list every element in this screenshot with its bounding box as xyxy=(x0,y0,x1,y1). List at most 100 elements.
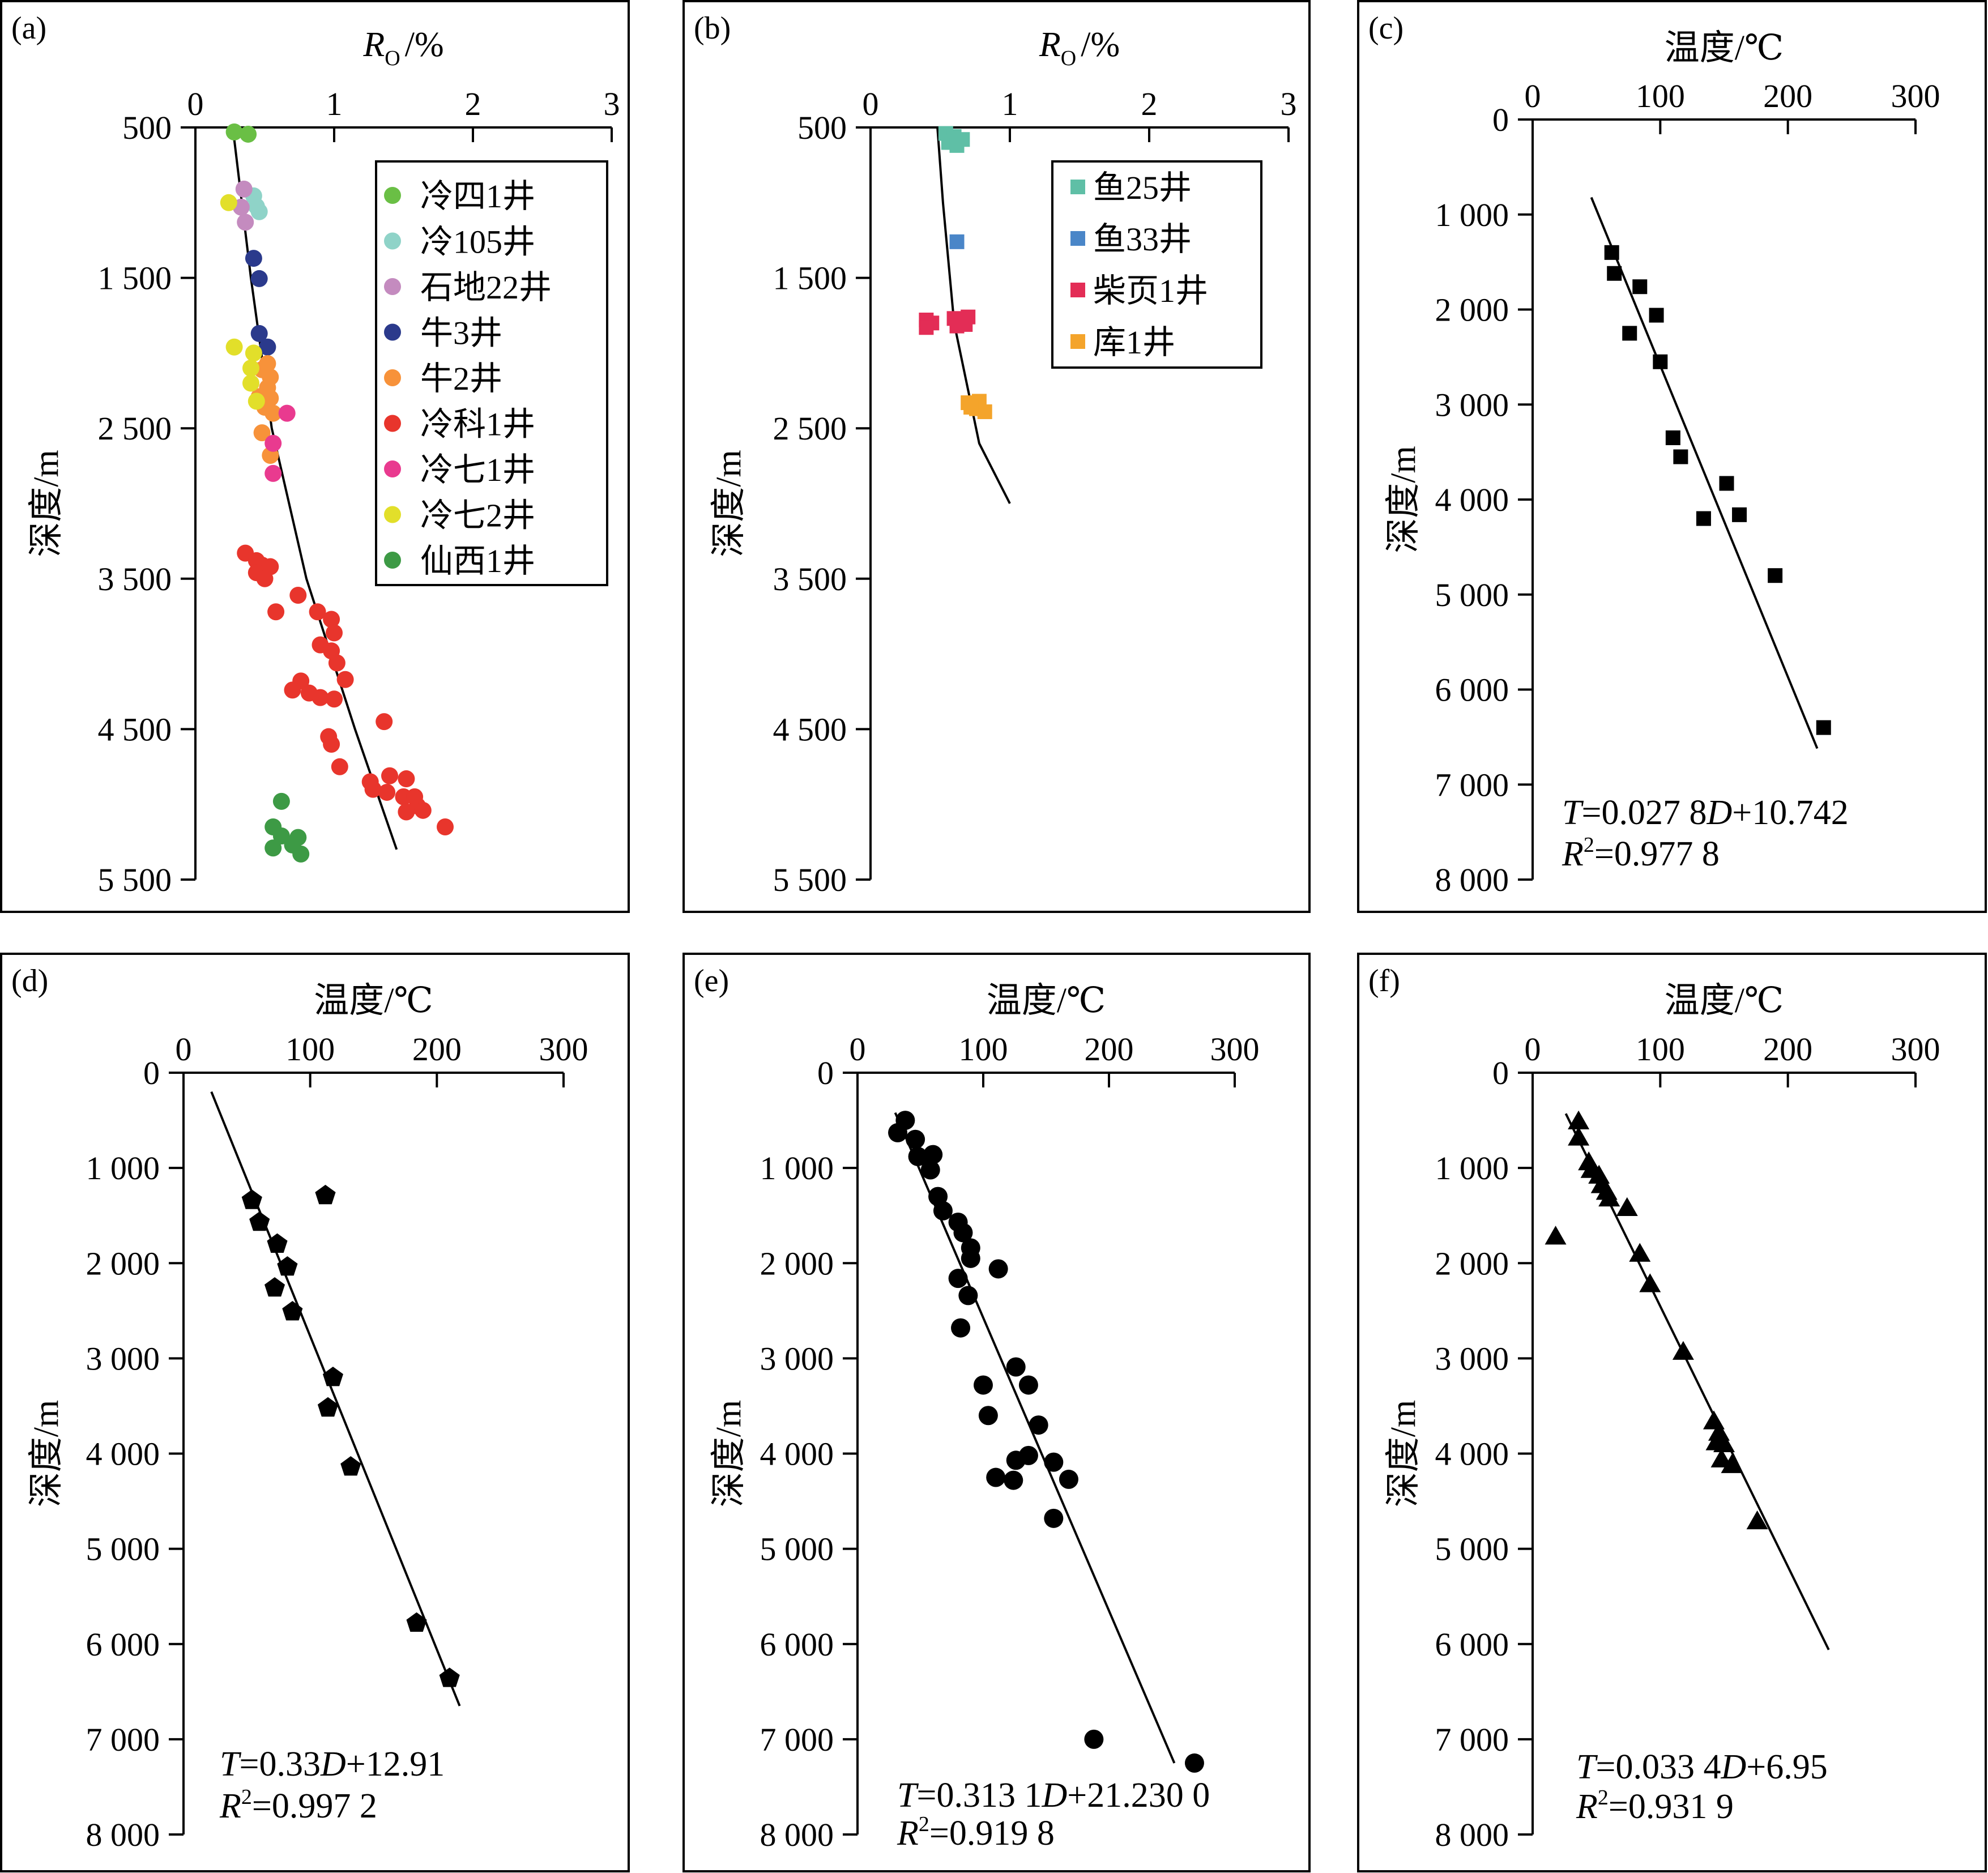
data-point xyxy=(406,1612,427,1632)
y-tick-label: 5 000 xyxy=(86,1531,160,1568)
y-tick-label: 3 000 xyxy=(1435,1340,1509,1377)
data-point xyxy=(265,434,282,452)
data-point xyxy=(986,1467,1006,1487)
series-1 xyxy=(1545,1110,1768,1530)
data-point xyxy=(1632,279,1648,295)
data-point xyxy=(1710,1448,1733,1467)
data-point xyxy=(289,587,307,604)
legend-swatch xyxy=(384,187,401,204)
data-point xyxy=(265,1277,285,1297)
y-tick-label: 1 500 xyxy=(98,260,172,297)
panel-label: (b) xyxy=(694,11,731,46)
x-tick-label: 1 xyxy=(326,86,343,122)
equation-text: T=0.33D+12.91 xyxy=(220,1745,445,1784)
panel-frame xyxy=(0,953,630,1872)
data-point xyxy=(381,767,398,784)
data-point xyxy=(284,681,301,699)
y-axis-title: 深度/m xyxy=(710,450,748,557)
data-point xyxy=(1639,1273,1661,1292)
data-point xyxy=(958,317,973,332)
data-point xyxy=(225,338,243,356)
equation-text: T=0.033 4D+6.95 xyxy=(1576,1748,1828,1786)
y-tick-label: 2 000 xyxy=(1435,292,1509,328)
data-point xyxy=(1649,308,1664,323)
y-tick-label: 5 000 xyxy=(760,1531,834,1568)
y-axis-title: 深度/m xyxy=(27,450,66,557)
data-point xyxy=(309,603,326,621)
panel-frame xyxy=(682,0,1311,913)
x-axis-title: 温度/℃ xyxy=(987,982,1106,1020)
y-axis-title: 深度/m xyxy=(1384,1400,1423,1507)
y-tick-label: 3 500 xyxy=(773,561,847,598)
legend-label: 石地22井 xyxy=(420,269,552,306)
data-point xyxy=(292,845,310,863)
x-tick-label: 0 xyxy=(1525,1031,1541,1068)
y-axis-title: 深度/m xyxy=(27,1400,66,1507)
y-tick-label: 6 000 xyxy=(86,1626,160,1663)
data-point xyxy=(322,1367,343,1386)
data-point xyxy=(1653,354,1668,369)
data-point xyxy=(253,424,271,442)
y-tick-label: 0 xyxy=(143,1055,160,1091)
y-tick-label: 8 000 xyxy=(1435,1816,1509,1853)
data-point xyxy=(235,180,253,198)
data-point xyxy=(242,359,259,377)
series-1 xyxy=(225,123,257,143)
legend-swatch xyxy=(384,415,401,432)
y-tick-label: 3 000 xyxy=(760,1340,834,1377)
y-tick-label: 5 500 xyxy=(773,861,847,898)
data-point xyxy=(1184,1753,1204,1773)
series-1 xyxy=(888,1111,1204,1773)
legend-label: 仙西1井 xyxy=(420,543,535,579)
legend-swatch xyxy=(1070,180,1085,194)
x-tick-label: 3 xyxy=(1281,86,1297,122)
regression-equation: T=0.313 1D+21.230 0R2=0.919 8 xyxy=(897,1776,1210,1853)
series-1 xyxy=(938,126,970,153)
y-tick-label: 3 000 xyxy=(1435,386,1509,423)
data-point xyxy=(323,611,340,628)
y-tick-label: 4 000 xyxy=(1435,1436,1509,1473)
legend-label: 冷105井 xyxy=(420,224,535,261)
x-tick-label: 100 xyxy=(1636,78,1685,114)
legend-swatch xyxy=(384,278,401,295)
data-point xyxy=(953,1223,973,1243)
x-axis-title: 温度/℃ xyxy=(1665,29,1784,67)
data-point xyxy=(923,1145,943,1164)
data-point xyxy=(958,1286,978,1305)
equation-text: T=0.027 8D+10.742 xyxy=(1562,793,1849,832)
data-point xyxy=(1816,720,1831,735)
series-2 xyxy=(949,234,965,249)
x-tick-label: 200 xyxy=(1085,1031,1134,1068)
chart-panel-3: (c) 0 100 200 300 0 1 000 2 000 3 000 4 000 5 000 6… xyxy=(1357,0,1987,913)
x-tick-label: 200 xyxy=(1763,1031,1812,1068)
chart-panel-2: (b) 0 1 2 3 500 1 500 2 500 3 500 4 500 5 500 RO/% 深… xyxy=(682,0,1311,913)
data-point xyxy=(948,1269,968,1289)
panel-label: (e) xyxy=(694,963,729,999)
y-tick-label: 2 000 xyxy=(86,1245,160,1282)
data-point xyxy=(1044,1452,1064,1472)
data-point xyxy=(1029,1415,1048,1435)
y-tick-label: 5 000 xyxy=(1435,1531,1509,1568)
data-point xyxy=(331,758,348,775)
legend-label: 柴页1井 xyxy=(1093,272,1208,309)
y-tick-label: 7 000 xyxy=(1435,766,1509,803)
y-tick-label: 6 000 xyxy=(1435,672,1509,709)
x-tick-label: 300 xyxy=(539,1031,588,1068)
data-point xyxy=(256,570,274,587)
y-tick-label: 7 000 xyxy=(86,1721,160,1758)
y-tick-label: 1 000 xyxy=(86,1150,160,1187)
trend-curve xyxy=(233,139,398,850)
legend-swatch xyxy=(1070,334,1085,349)
x-tick-label: 2 xyxy=(465,86,481,122)
data-point xyxy=(1044,1508,1064,1528)
series-1 xyxy=(241,1184,460,1687)
y-tick-label: 0 xyxy=(1492,101,1509,138)
data-point xyxy=(1588,1164,1610,1184)
x-tick-label: 100 xyxy=(1636,1031,1685,1068)
data-point xyxy=(888,1123,908,1142)
y-tick-label: 4 000 xyxy=(86,1436,160,1473)
data-point xyxy=(220,194,237,211)
